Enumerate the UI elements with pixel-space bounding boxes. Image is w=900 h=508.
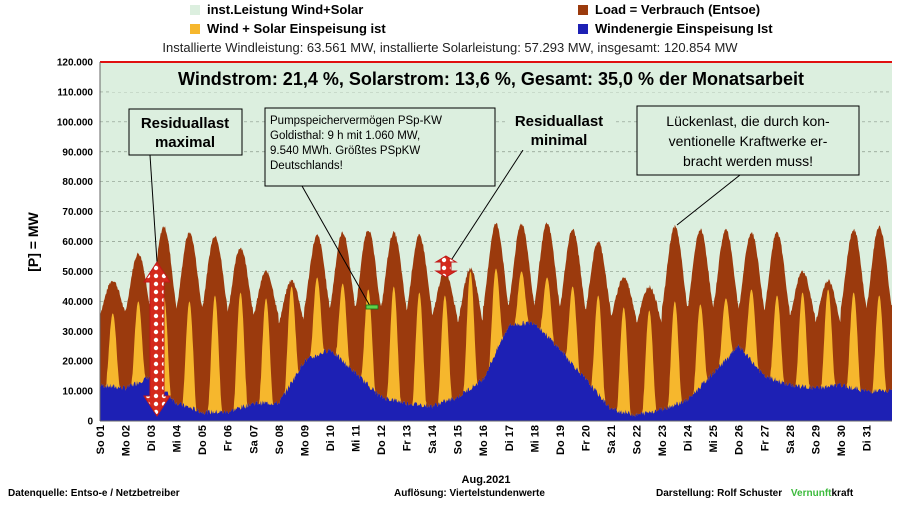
x-tick-label: Sa 21 [606,425,618,454]
footer-source: Datenquelle: Entso-e / Netzbetreiber [8,488,180,499]
x-tick-label: Di 03 [146,425,158,451]
x-tick-label: Mi 18 [529,425,541,453]
x-tick-label: Mi 04 [172,424,184,452]
x-tick-label: Sa 14 [427,424,439,454]
footer-brand: Vernunftkraft [791,488,853,499]
x-tick-label: Mo 09 [299,425,311,456]
annotation-pumpspeicher-line4: Deutschlands! [270,160,343,172]
annotation-residual-max-line2: maximal [155,134,215,151]
annotation-lueckenlast-line3: bracht werden muss! [683,153,813,169]
pumped-storage-marker [365,304,379,310]
x-tick-label: Fr 27 [759,425,771,451]
y-tick-label: 20.000 [62,357,93,368]
x-tick-label: Di 17 [504,425,516,451]
annotation-residual-max-line1: Residuallast [141,115,229,132]
footer-author: Darstellung: Rolf Schuster Vernunftkraft [656,488,853,499]
y-tick-label: 90.000 [62,147,93,158]
legend-swatch-wind-solar [190,24,200,34]
annotation-lueckenlast-line2: ventionelle Kraftwerke er- [669,133,828,149]
pointer-line-lueckenlast [676,174,741,226]
pointer-line-min [449,149,524,263]
x-tick-label: Sa 07 [248,425,260,454]
y-tick-label: 10.000 [62,387,93,398]
y-tick-labels: 0 10.000 20.000 30.000 40.000 50.000 60.000 70.… [57,58,94,428]
x-tick-labels: So 01 Mo 02 Di 03 Mi 04 Do 05 Fr 06 Sa 07 So 08… [95,424,873,456]
legend-swatch-wind [578,24,588,34]
annotation-box-residual-max [128,108,243,156]
footer-resolution: Auflösung: Viertelstundenwerte [394,488,545,499]
annotation-box-pumpspeicher [264,107,496,187]
wind-area [100,320,892,421]
x-tick-label: Do 05 [197,425,209,455]
annotation-box-lueckenlast [636,105,860,176]
annotation-pumpspeicher-line3: 9.540 MWh. Größtes PSpKW [270,145,420,157]
y-tick-label: 120.000 [57,58,94,69]
y-tick-label: 110.000 [57,87,93,98]
annotation-residual-min-line2: minimal [531,132,588,149]
y-tick-label: 100.000 [57,117,94,128]
chart-title-box [112,64,870,92]
annotation-box-residual-min [505,110,613,150]
legend-item-wind: Windenergie Einspeisung Ist [578,22,773,36]
y-axis-label: [P] = MW [25,211,41,271]
chart-title: Windstrom: 21,4 %, Solarstrom: 13,6 %, G… [178,69,804,89]
x-tick-label: Di 10 [325,425,337,451]
x-axis-label: Aug.2021 [462,474,511,486]
x-tick-label: Fr 20 [580,425,592,451]
y-tick-label: 70.000 [62,207,93,218]
x-tick-label: Mo 30 [836,425,848,456]
y-tick-label: 50.000 [62,267,93,278]
legend-item-wind-solar: Wind + Solar Einspeisung ist [190,22,386,36]
y-tick-label: 0 [87,417,93,428]
x-tick-label: So 01 [95,425,107,454]
x-tick-label: Mi 11 [350,425,362,452]
annotation-lueckenlast-line1: Lückenlast, die durch kon- [666,113,830,129]
x-tick-label: Di 24 [683,424,695,451]
installed-capacity-subtitle: Installierte Windleistung: 63.561 MW, in… [162,40,738,55]
y-tick-label: 30.000 [62,327,93,338]
x-tick-label: Do 26 [734,425,746,455]
x-tick-label: Fr 13 [402,425,414,451]
y-tick-label: 80.000 [62,177,93,188]
x-tick-label: So 29 [810,425,822,454]
legend-item-load: Load = Verbrauch (Entsoe) [578,3,760,17]
legend-label-load: Load = Verbrauch (Entsoe) [595,2,761,17]
y-tick-label: 40.000 [62,297,93,308]
legend-label-installed: inst.Leistung Wind+Solar [207,2,364,17]
pointer-line-max [149,154,158,263]
residual-min-arrow [434,255,458,278]
legend-label-wind-solar: Wind + Solar Einspeisung ist [207,21,386,36]
x-tick-label: Di 31 [861,425,873,451]
x-tick-label: So 15 [453,425,465,454]
legend-swatch-installed [190,5,200,15]
pointer-line-pumpspeicher [301,185,371,307]
annotation-residual-min-line1: Residuallast [515,113,603,130]
x-tick-label: Sa 28 [785,425,797,454]
x-tick-label: Mo 02 [121,425,133,456]
x-tick-label: Do 19 [555,425,567,455]
x-tick-label: So 22 [632,425,644,454]
legend-label-wind: Windenergie Einspeisung Ist [595,21,773,36]
annotation-pumpspeicher-line2: Goldisthal: 9 h mit 1.060 MW, [270,130,420,142]
x-tick-label: So 08 [274,425,286,454]
annotation-pumpspeicher-line1: Pumpspeichervermögen PSp-KW [270,115,442,127]
x-tick-label: Mo 23 [657,425,669,456]
footer-brand-part-a: Vernunft [790,488,832,499]
x-tick-label: Do 12 [376,425,388,455]
legend-item-installed: inst.Leistung Wind+Solar [190,3,363,17]
footer-author-text: Darstellung: Rolf Schuster [656,488,783,499]
x-tick-label: Fr 06 [223,425,235,451]
x-tick-label: Mi 25 [708,425,720,453]
residual-max-arrow [143,261,171,417]
footer-brand-part-b: kraft [831,488,854,499]
x-tick-label: Mo 16 [478,425,490,456]
y-tick-label: 60.000 [62,237,93,248]
legend-swatch-load [578,5,588,15]
